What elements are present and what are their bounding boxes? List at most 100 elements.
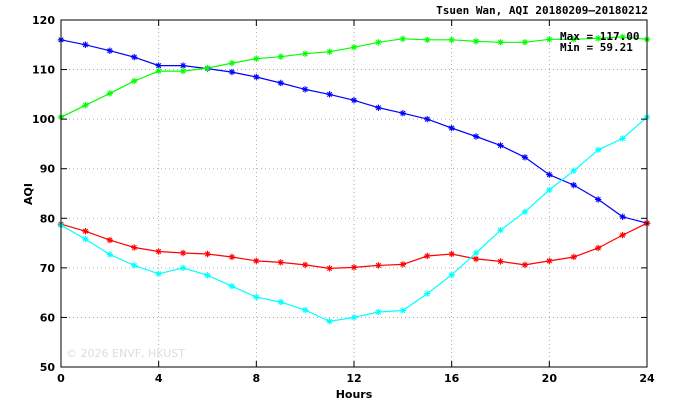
data-point [253,293,260,301]
data-point [106,90,114,97]
data-point [204,272,211,279]
data-point [228,282,236,290]
axis-ticks: 50 60 70 80 90 100 110 120 0 4 8 12 16 20 24 [32,14,655,385]
x-tick-label: 0 [57,372,65,385]
data-point [399,307,407,314]
data-point [472,133,480,140]
data-point [350,97,358,104]
data-point [253,257,260,265]
grid [61,20,647,367]
data-point [497,39,504,46]
data-point [399,109,407,117]
data-point [253,73,260,81]
data-point [594,146,602,154]
data-point [570,36,577,43]
data-point [497,226,504,234]
x-tick-label: 16 [444,372,460,385]
data-point [82,41,89,48]
series-2 [57,33,651,121]
data-point [594,35,602,42]
data-point [106,47,114,54]
y-axis-title: AQI [22,183,35,205]
data-point [521,39,529,46]
y-tick-label: 120 [32,14,55,27]
data-point [179,249,187,257]
data-point [228,253,236,261]
data-point [619,231,626,239]
data-point [594,244,602,252]
data-point [448,124,455,132]
series-line [60,116,648,323]
data-point [155,248,162,255]
x-tick-label: 8 [253,372,261,385]
data-point [277,79,284,87]
x-tick-label: 24 [639,372,655,385]
data-point [497,258,504,265]
y-tick-label: 70 [40,262,56,275]
data-point [448,271,455,278]
data-point [424,36,431,44]
y-tick-label: 80 [40,212,56,225]
series-4 [57,113,651,325]
data-point [375,39,382,46]
data-point [619,213,626,220]
x-tick-label: 4 [155,372,163,385]
data-point [350,264,358,271]
x-tick-label: 12 [346,372,361,385]
data-point [472,249,480,257]
data-point [375,262,382,269]
data-point [326,48,333,55]
data-point [277,259,284,266]
data-point [155,62,162,69]
data-point [497,142,504,149]
x-axis-title: Hours [336,388,373,401]
data-point [228,68,236,76]
watermark: © 2026 ENVF, HKUST [66,347,185,360]
data-point [448,250,455,258]
data-point [131,262,138,269]
data-point [619,33,626,41]
data-point [82,235,89,243]
data-point [375,104,382,111]
x-tick-label: 20 [542,372,558,385]
data-point [179,264,187,272]
data-point [82,102,89,109]
data-point [179,67,187,75]
data-point [326,91,333,98]
series-3 [57,220,651,272]
data-point [350,44,358,51]
data-point [521,208,529,216]
data-point [204,250,211,258]
data-point [277,53,284,60]
data-point [301,261,309,269]
y-tick-label: 60 [40,311,56,324]
data-point [521,261,529,269]
data-point [619,135,626,142]
data-point [399,35,407,43]
max-stat: Max = 117.00 [560,30,639,43]
data-point [546,257,553,265]
data-point [131,244,138,251]
data-point [472,255,480,263]
y-tick-label: 50 [40,361,56,374]
data-point [253,55,260,62]
y-tick-label: 110 [32,64,55,77]
data-point [375,308,382,316]
data-point [424,290,431,297]
data-point [131,53,138,61]
data-point [570,181,577,189]
data-point [350,314,358,321]
data-point [521,154,529,161]
data-point [82,227,89,235]
data-point [570,253,577,261]
data-point [424,252,431,260]
series-1 [57,36,651,227]
data-point [546,186,553,194]
data-point [179,62,187,69]
data-point [546,36,553,43]
data-point [326,318,333,325]
data-point [301,306,309,314]
data-point [106,236,114,244]
series-line [60,222,648,270]
